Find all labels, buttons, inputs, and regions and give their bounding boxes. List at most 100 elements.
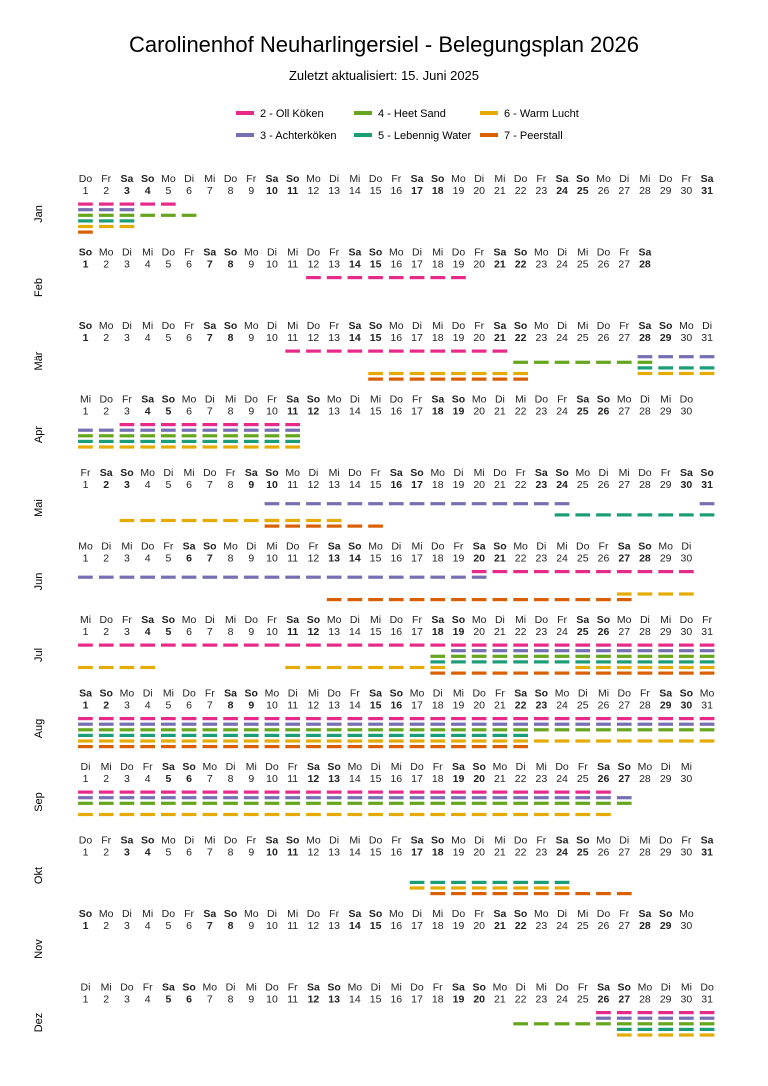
- weekday-label: Di: [640, 394, 650, 406]
- booking-bar-unit-3: [223, 428, 238, 432]
- weekday-label: So: [120, 467, 133, 479]
- weekday-label: Fr: [453, 541, 463, 553]
- day-number-label: 6: [186, 773, 192, 785]
- day-number-label: 29: [660, 920, 672, 932]
- day-number-label: 3: [124, 185, 130, 197]
- booking-bar-unit-2: [285, 423, 300, 427]
- booking-bar-unit-3: [243, 428, 259, 432]
- day-number-label: 29: [660, 479, 672, 491]
- booking-bar-unit-2: [78, 202, 93, 206]
- booking-bar-unit-6: [140, 665, 155, 670]
- booking-bar-unit-4: [285, 434, 300, 438]
- day-number-label: 1: [83, 185, 89, 197]
- booking-bar-unit-3: [596, 1016, 611, 1020]
- weekday-label: Mi: [453, 688, 464, 700]
- booking-bar-unit-5: [285, 733, 300, 737]
- day-number-label: 8: [228, 553, 234, 565]
- booking-bar-unit-2: [451, 717, 466, 721]
- booking-bar-unit-3: [430, 722, 446, 726]
- weekday-label: So: [307, 394, 320, 406]
- day-number-label: 6: [186, 626, 192, 638]
- day-number-label: 15: [370, 259, 382, 271]
- weekday-label: Fr: [391, 835, 401, 847]
- booking-bar-unit-6: [513, 371, 528, 376]
- weekday-label: Di: [619, 835, 629, 847]
- weekday-label: Do: [659, 173, 673, 185]
- weekday-label: Do: [100, 614, 114, 626]
- booking-bar-unit-6: [430, 665, 446, 670]
- booking-bar-unit-2: [430, 790, 446, 794]
- booking-bar-unit-6: [575, 665, 591, 670]
- weekday-label: Fr: [288, 982, 298, 994]
- weekday-label: Di: [226, 982, 236, 994]
- booking-bar-unit-3: [347, 502, 363, 506]
- day-number-label: 29: [660, 847, 672, 859]
- booking-bar-unit-3: [575, 649, 591, 653]
- booking-bar-unit-2: [554, 643, 570, 647]
- day-number-label: 19: [453, 332, 465, 344]
- booking-bar-unit-4: [161, 801, 176, 805]
- booking-bar-unit-4: [679, 728, 694, 732]
- weekday-label: Sa: [79, 688, 92, 700]
- booking-bar-unit-7: [596, 598, 611, 602]
- booking-bar-unit-6: [637, 371, 653, 376]
- day-number-label: 7: [207, 700, 213, 712]
- day-number-label: 13: [328, 479, 340, 491]
- weekday-label: Mi: [660, 394, 671, 406]
- weekday-label: Sa: [639, 320, 652, 332]
- booking-bar-unit-3: [161, 722, 176, 726]
- weekday-label: Do: [307, 247, 321, 259]
- weekday-label: Di: [81, 982, 91, 994]
- booking-bar-unit-6: [430, 371, 446, 376]
- booking-bar-unit-3: [140, 722, 155, 726]
- booking-bar-unit-2: [616, 570, 632, 574]
- day-number-label: 12: [308, 700, 320, 712]
- weekday-label: Fr: [412, 394, 422, 406]
- day-number-label: 20: [473, 773, 485, 785]
- day-number-label: 17: [411, 259, 423, 271]
- booking-bar-unit-2: [202, 643, 218, 647]
- weekday-label: So: [514, 908, 527, 920]
- weekday-label: So: [452, 614, 465, 626]
- booking-bar-unit-5: [119, 733, 135, 737]
- day-number-label: 4: [145, 700, 151, 712]
- booking-bar-unit-7: [98, 745, 114, 749]
- booking-bar-unit-6: [326, 812, 342, 817]
- day-number-label: 28: [639, 626, 651, 638]
- weekday-label: Di: [661, 761, 671, 773]
- booking-bar-unit-3: [347, 575, 363, 579]
- weekday-label: Do: [514, 173, 528, 185]
- booking-bar-unit-7: [430, 892, 446, 896]
- day-number-label: 18: [432, 553, 444, 565]
- booking-bar-unit-5: [554, 513, 570, 517]
- booking-bar-unit-2: [471, 349, 487, 353]
- weekday-label: Mi: [577, 908, 588, 920]
- day-number-label: 28: [639, 479, 651, 491]
- day-number-label: 22: [515, 700, 527, 712]
- weekday-label: Mo: [99, 320, 114, 332]
- day-number-label: 15: [370, 479, 382, 491]
- weekday-label: Do: [514, 835, 528, 847]
- day-number-label: 12: [308, 553, 320, 565]
- weekday-label: Sa: [493, 247, 506, 259]
- weekday-label: Di: [619, 173, 629, 185]
- legend-swatch-5: [354, 133, 372, 138]
- booking-bar-unit-5: [492, 660, 508, 664]
- weekday-label: Do: [555, 982, 569, 994]
- day-number-label: 18: [432, 259, 444, 271]
- booking-bar-unit-6: [388, 739, 404, 743]
- booking-bar-unit-7: [575, 892, 591, 896]
- legend-label-6: 6 - Warm Lucht: [504, 108, 579, 120]
- weekday-label: Di: [267, 320, 277, 332]
- booking-bar-unit-4: [368, 728, 383, 732]
- weekday-label: Mi: [349, 835, 360, 847]
- weekday-label: Sa: [245, 467, 258, 479]
- chart-subtitle: Zuletzt aktualisiert: 15. Juni 2025: [288, 68, 480, 83]
- day-number-label: 21: [494, 332, 506, 344]
- booking-bar-unit-3: [534, 502, 549, 506]
- weekday-label: Mi: [349, 173, 360, 185]
- booking-bar-unit-3: [243, 796, 259, 800]
- weekday-label: Di: [640, 614, 650, 626]
- booking-bar-unit-5: [202, 439, 218, 443]
